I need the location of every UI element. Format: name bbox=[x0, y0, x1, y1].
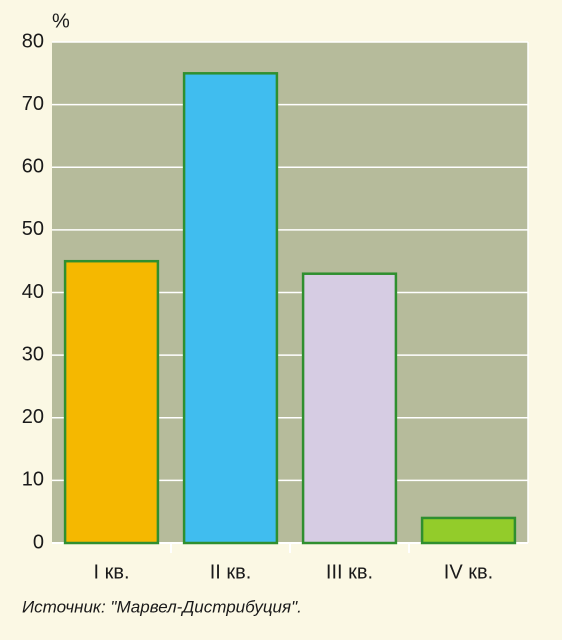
y-tick-label: 40 bbox=[22, 281, 44, 303]
y-tick-label: 30 bbox=[22, 343, 44, 365]
y-tick-label: 50 bbox=[22, 218, 44, 240]
y-tick-label: 70 bbox=[22, 93, 44, 115]
y-tick-label: 80 bbox=[22, 30, 44, 52]
y-tick-label: 10 bbox=[22, 469, 44, 491]
x-tick-label: I кв. bbox=[93, 561, 129, 583]
y-tick-label: 20 bbox=[22, 406, 44, 428]
source-note: Источник: "Марвел-Дистрибуция". bbox=[22, 597, 302, 616]
bar bbox=[301, 272, 398, 545]
bar bbox=[63, 259, 160, 545]
x-tick-label: IV кв. bbox=[444, 561, 493, 583]
bar bbox=[182, 72, 279, 545]
x-tick-label: III кв. bbox=[326, 561, 373, 583]
x-tick-label: II кв. bbox=[210, 561, 252, 583]
y-axis-unit: % bbox=[52, 10, 70, 32]
y-tick-label: 60 bbox=[22, 156, 44, 178]
bar bbox=[420, 516, 517, 545]
y-tick-label: 0 bbox=[33, 531, 44, 553]
